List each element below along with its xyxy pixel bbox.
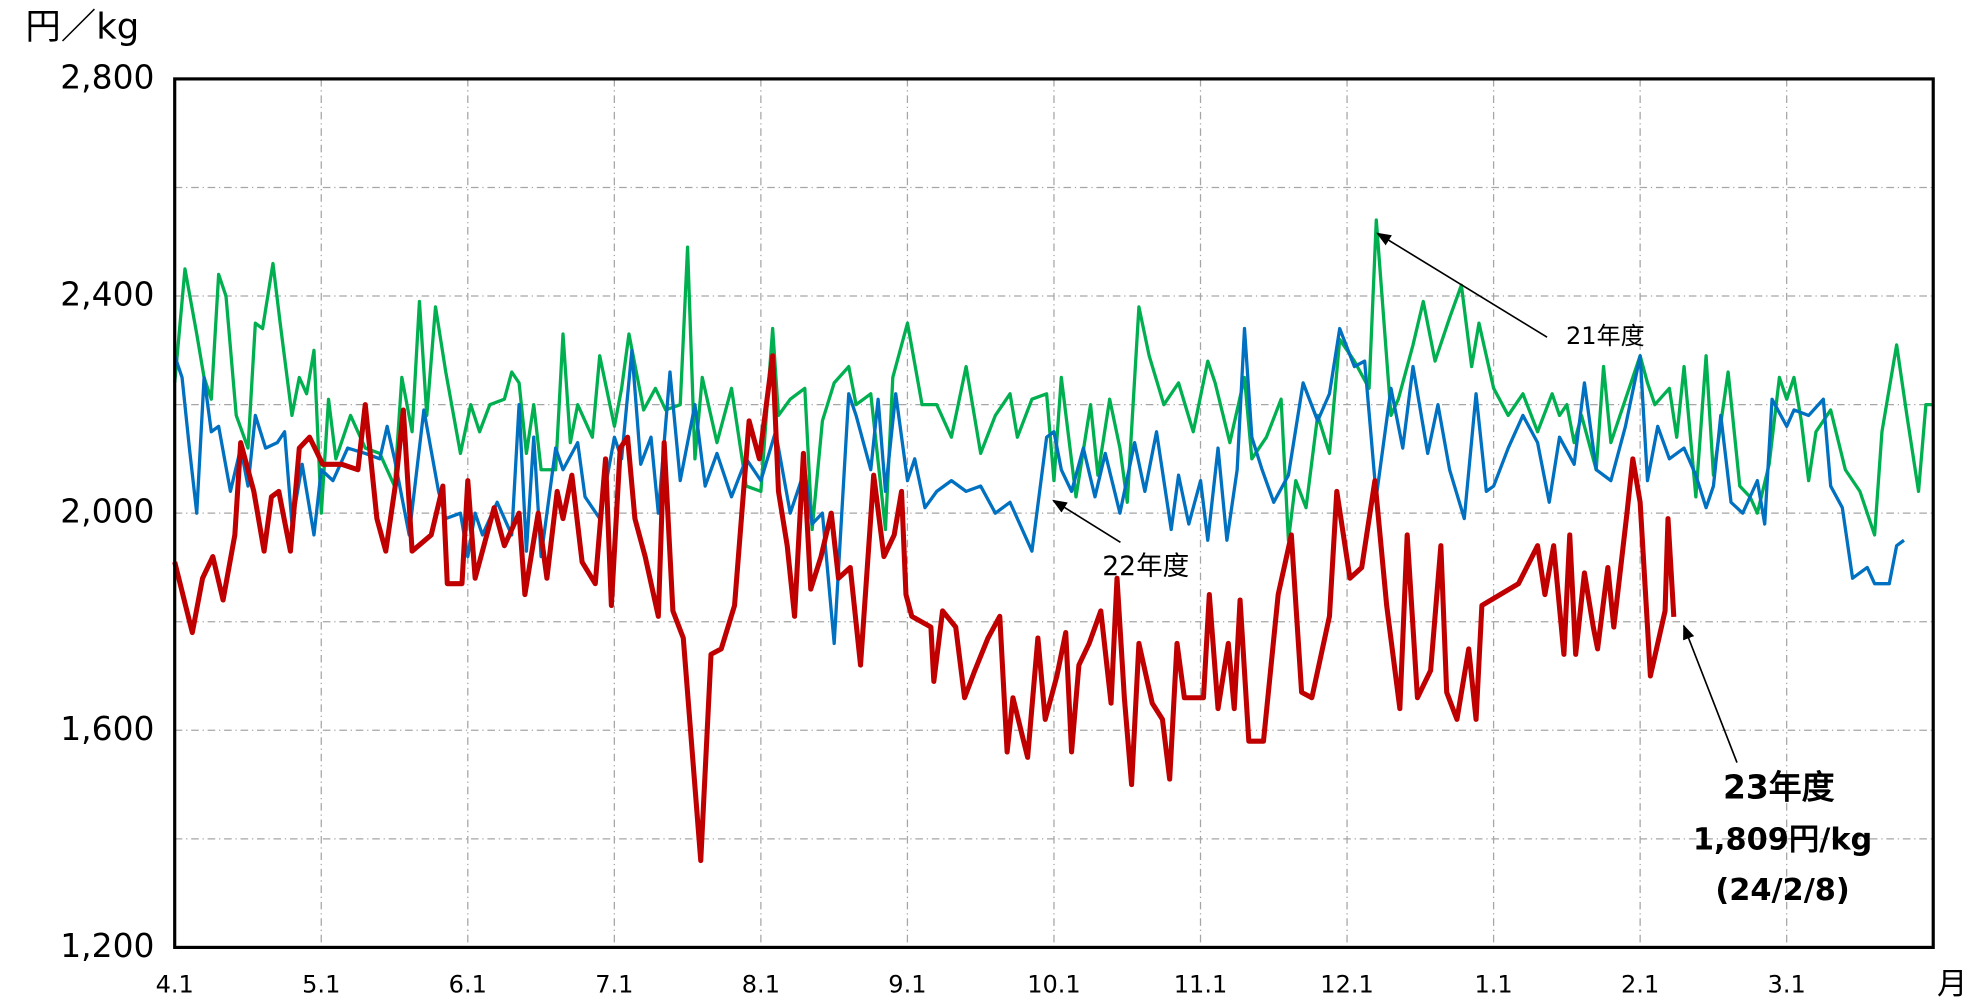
plot-frame — [173, 77, 1935, 949]
y-tick-label: 1,600 — [60, 709, 154, 748]
x-tick-label: 2.1 — [1621, 970, 1659, 998]
x-tick-label: 9.1 — [888, 970, 926, 998]
arrow — [1683, 624, 1738, 763]
y-tick-label: 2,800 — [60, 57, 154, 96]
x-tick-label: 8.1 — [742, 970, 780, 998]
arrow — [1376, 232, 1548, 338]
x-tick-label: 11.1 — [1174, 970, 1228, 998]
y-tick-label: 1,200 — [60, 926, 154, 965]
x-tick-label: 10.1 — [1027, 970, 1081, 998]
series-line — [173, 218, 1934, 542]
x-tick-label: 5.1 — [302, 970, 340, 998]
series-label: 21年度 — [1566, 322, 1645, 350]
x-tick-label: 3.1 — [1768, 970, 1806, 998]
y-tick-label: 2,000 — [60, 492, 154, 531]
x-tick-label: 12.1 — [1320, 970, 1374, 998]
y-axis-label: 円／kg — [25, 6, 139, 47]
x-tick-label: 7.1 — [595, 970, 633, 998]
series-line — [172, 353, 1677, 864]
x-tick-label: 4.1 — [156, 970, 194, 998]
series-label: 22年度 — [1102, 551, 1189, 582]
plot: 1,200 1,600 2,000 2,400 2,800 4.1 5.1 6.1 7.1 8.1… — [60, 57, 1935, 998]
x-tick-label: 1.1 — [1474, 970, 1512, 998]
series-label: 23年度 — [1723, 768, 1835, 807]
annotation: 1,809円/kg — [1693, 823, 1873, 858]
y-tick-label: 2,400 — [60, 275, 154, 314]
x-axis-label: 月 — [1937, 967, 1967, 1001]
arrow — [1052, 499, 1121, 543]
series-line — [173, 326, 1905, 646]
x-tick-label: 6.1 — [449, 970, 487, 998]
annotation: (24/2/8) — [1715, 873, 1849, 908]
